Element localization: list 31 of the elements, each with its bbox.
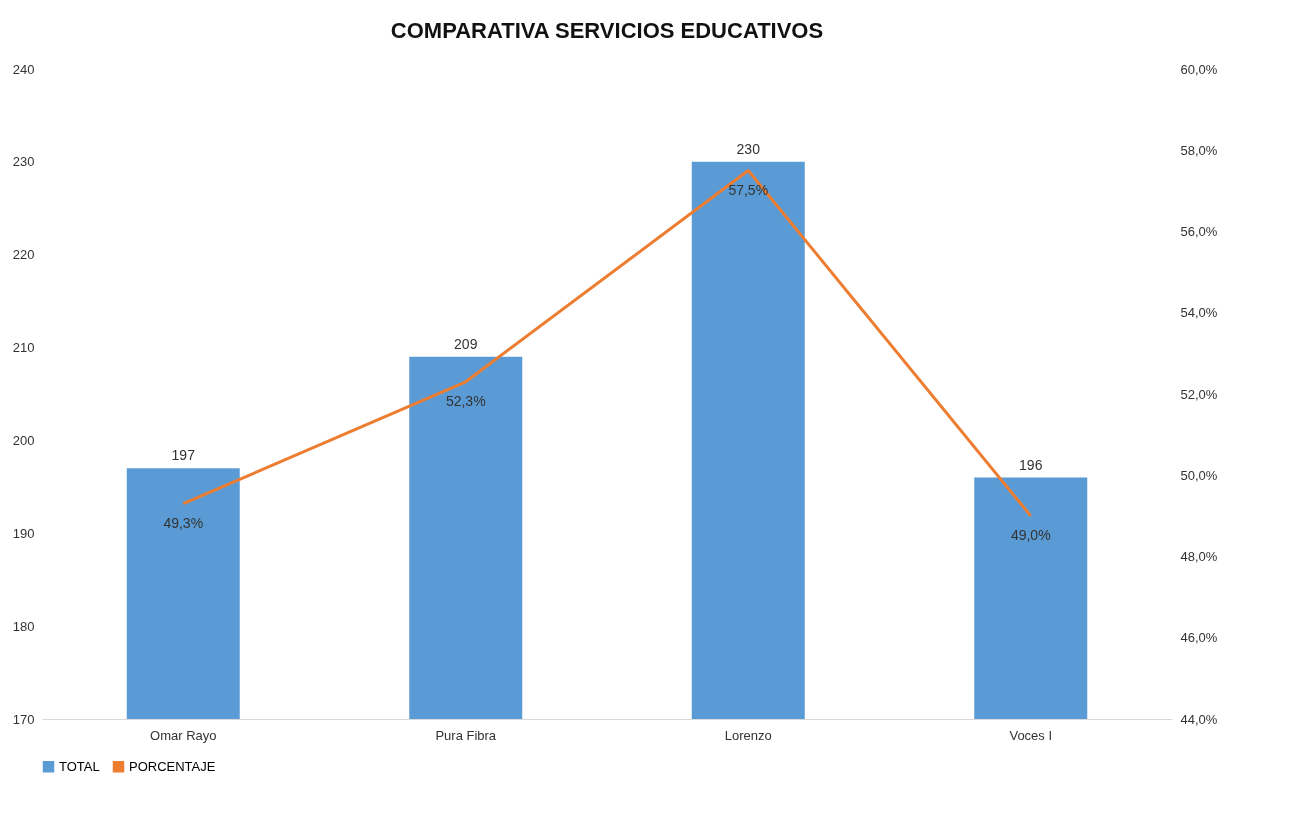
y-tick-label: 220 (12, 247, 35, 263)
y2-tick-label: 60,0% (1180, 61, 1218, 77)
x-tick-label: Pura Fibra (435, 727, 497, 743)
data-label: 196 (1019, 456, 1043, 473)
y-tick-label: 240 (12, 61, 35, 77)
data-label: 230 (736, 140, 761, 157)
y2-tick-label: 58,0% (1180, 142, 1218, 158)
y2-tick-label: 52,0% (1180, 386, 1218, 402)
legend-label: PORCENTAJE (129, 758, 216, 774)
data-label: 52,3% (445, 392, 486, 409)
y-tick-label: 180 (12, 618, 35, 634)
y2-tick-label: 46,0% (1180, 630, 1218, 646)
y2-tick-label: 54,0% (1180, 305, 1218, 321)
x-tick-label: Lorenzo (724, 727, 772, 743)
y-tick-label: 230 (12, 154, 35, 170)
x-tick-label: Voces I (1009, 727, 1053, 743)
y2-tick-label: 44,0% (1180, 711, 1218, 727)
y2-tick-label: 48,0% (1180, 549, 1218, 564)
x-tick-label: Omar Rayo (150, 727, 217, 743)
data-label: 49,3% (163, 514, 204, 531)
legend-label: TOTAL (59, 758, 100, 774)
y-tick-label: 200 (12, 432, 35, 448)
data-label: 197 (171, 447, 196, 464)
data-label: 49,0% (1010, 526, 1051, 543)
y-tick-label: 190 (12, 525, 35, 541)
y-tick-label: 210 (12, 340, 35, 356)
y2-tick-label: 56,0% (1180, 224, 1218, 239)
data-label: 209 (454, 335, 478, 352)
y-tick-label: 170 (12, 711, 35, 727)
chart-title: COMPARATIVA SERVICIOS EDUCATIVOS (390, 18, 824, 43)
y2-tick-label: 50,0% (1180, 467, 1218, 483)
